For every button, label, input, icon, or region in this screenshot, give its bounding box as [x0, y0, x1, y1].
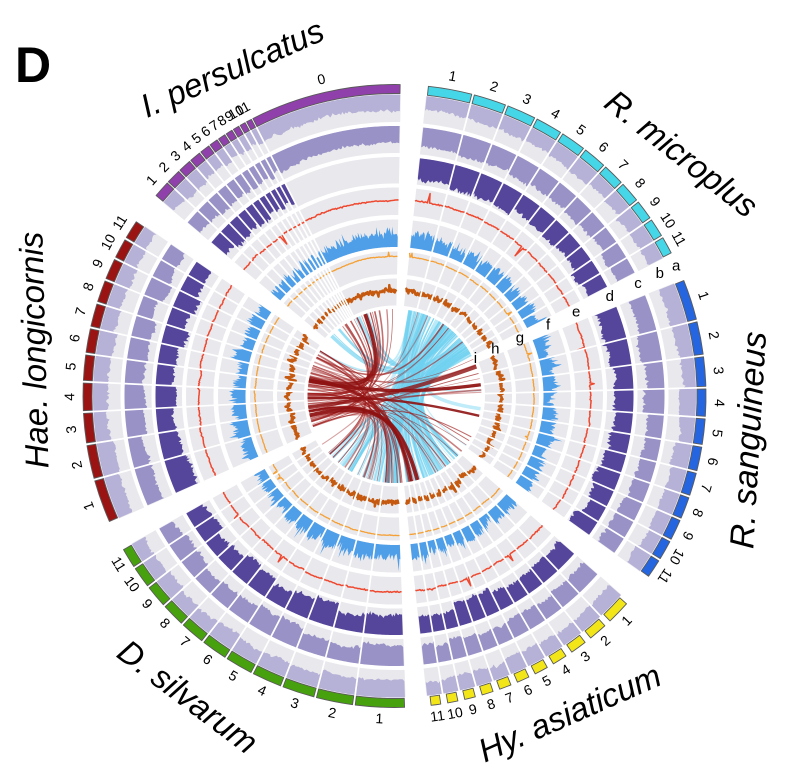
svg-text:Hae. longicornis: Hae. longicornis: [12, 231, 55, 469]
svg-text:i: i: [474, 350, 477, 367]
svg-text:10: 10: [666, 546, 688, 568]
svg-text:10: 10: [657, 209, 679, 231]
svg-text:3: 3: [711, 366, 728, 375]
svg-text:d: d: [606, 288, 614, 305]
svg-text:10: 10: [97, 231, 119, 252]
svg-text:e: e: [572, 303, 580, 320]
svg-text:3: 3: [63, 425, 80, 435]
svg-text:0: 0: [316, 70, 327, 87]
svg-text:5: 5: [709, 429, 726, 439]
svg-text:2: 2: [68, 459, 85, 470]
svg-text:10: 10: [446, 704, 465, 723]
svg-text:g: g: [516, 329, 524, 346]
svg-text:f: f: [546, 316, 551, 333]
svg-text:h: h: [491, 341, 499, 358]
svg-text:2: 2: [706, 330, 723, 341]
svg-text:11: 11: [669, 228, 690, 249]
svg-text:10: 10: [225, 101, 247, 123]
svg-text:4: 4: [712, 399, 728, 407]
svg-text:b: b: [656, 265, 664, 282]
svg-text:7: 7: [72, 305, 90, 317]
svg-text:1: 1: [447, 67, 458, 84]
svg-text:D: D: [15, 37, 51, 93]
svg-text:4: 4: [61, 393, 77, 401]
svg-text:6: 6: [66, 333, 83, 344]
svg-text:c: c: [634, 275, 642, 292]
svg-text:11: 11: [429, 707, 446, 725]
svg-text:5: 5: [62, 362, 79, 371]
svg-text:6: 6: [704, 456, 721, 467]
svg-text:2: 2: [327, 704, 338, 721]
svg-text:a: a: [672, 257, 681, 274]
svg-text:9: 9: [467, 700, 479, 717]
svg-text:1: 1: [375, 710, 384, 726]
svg-text:11: 11: [232, 98, 253, 119]
